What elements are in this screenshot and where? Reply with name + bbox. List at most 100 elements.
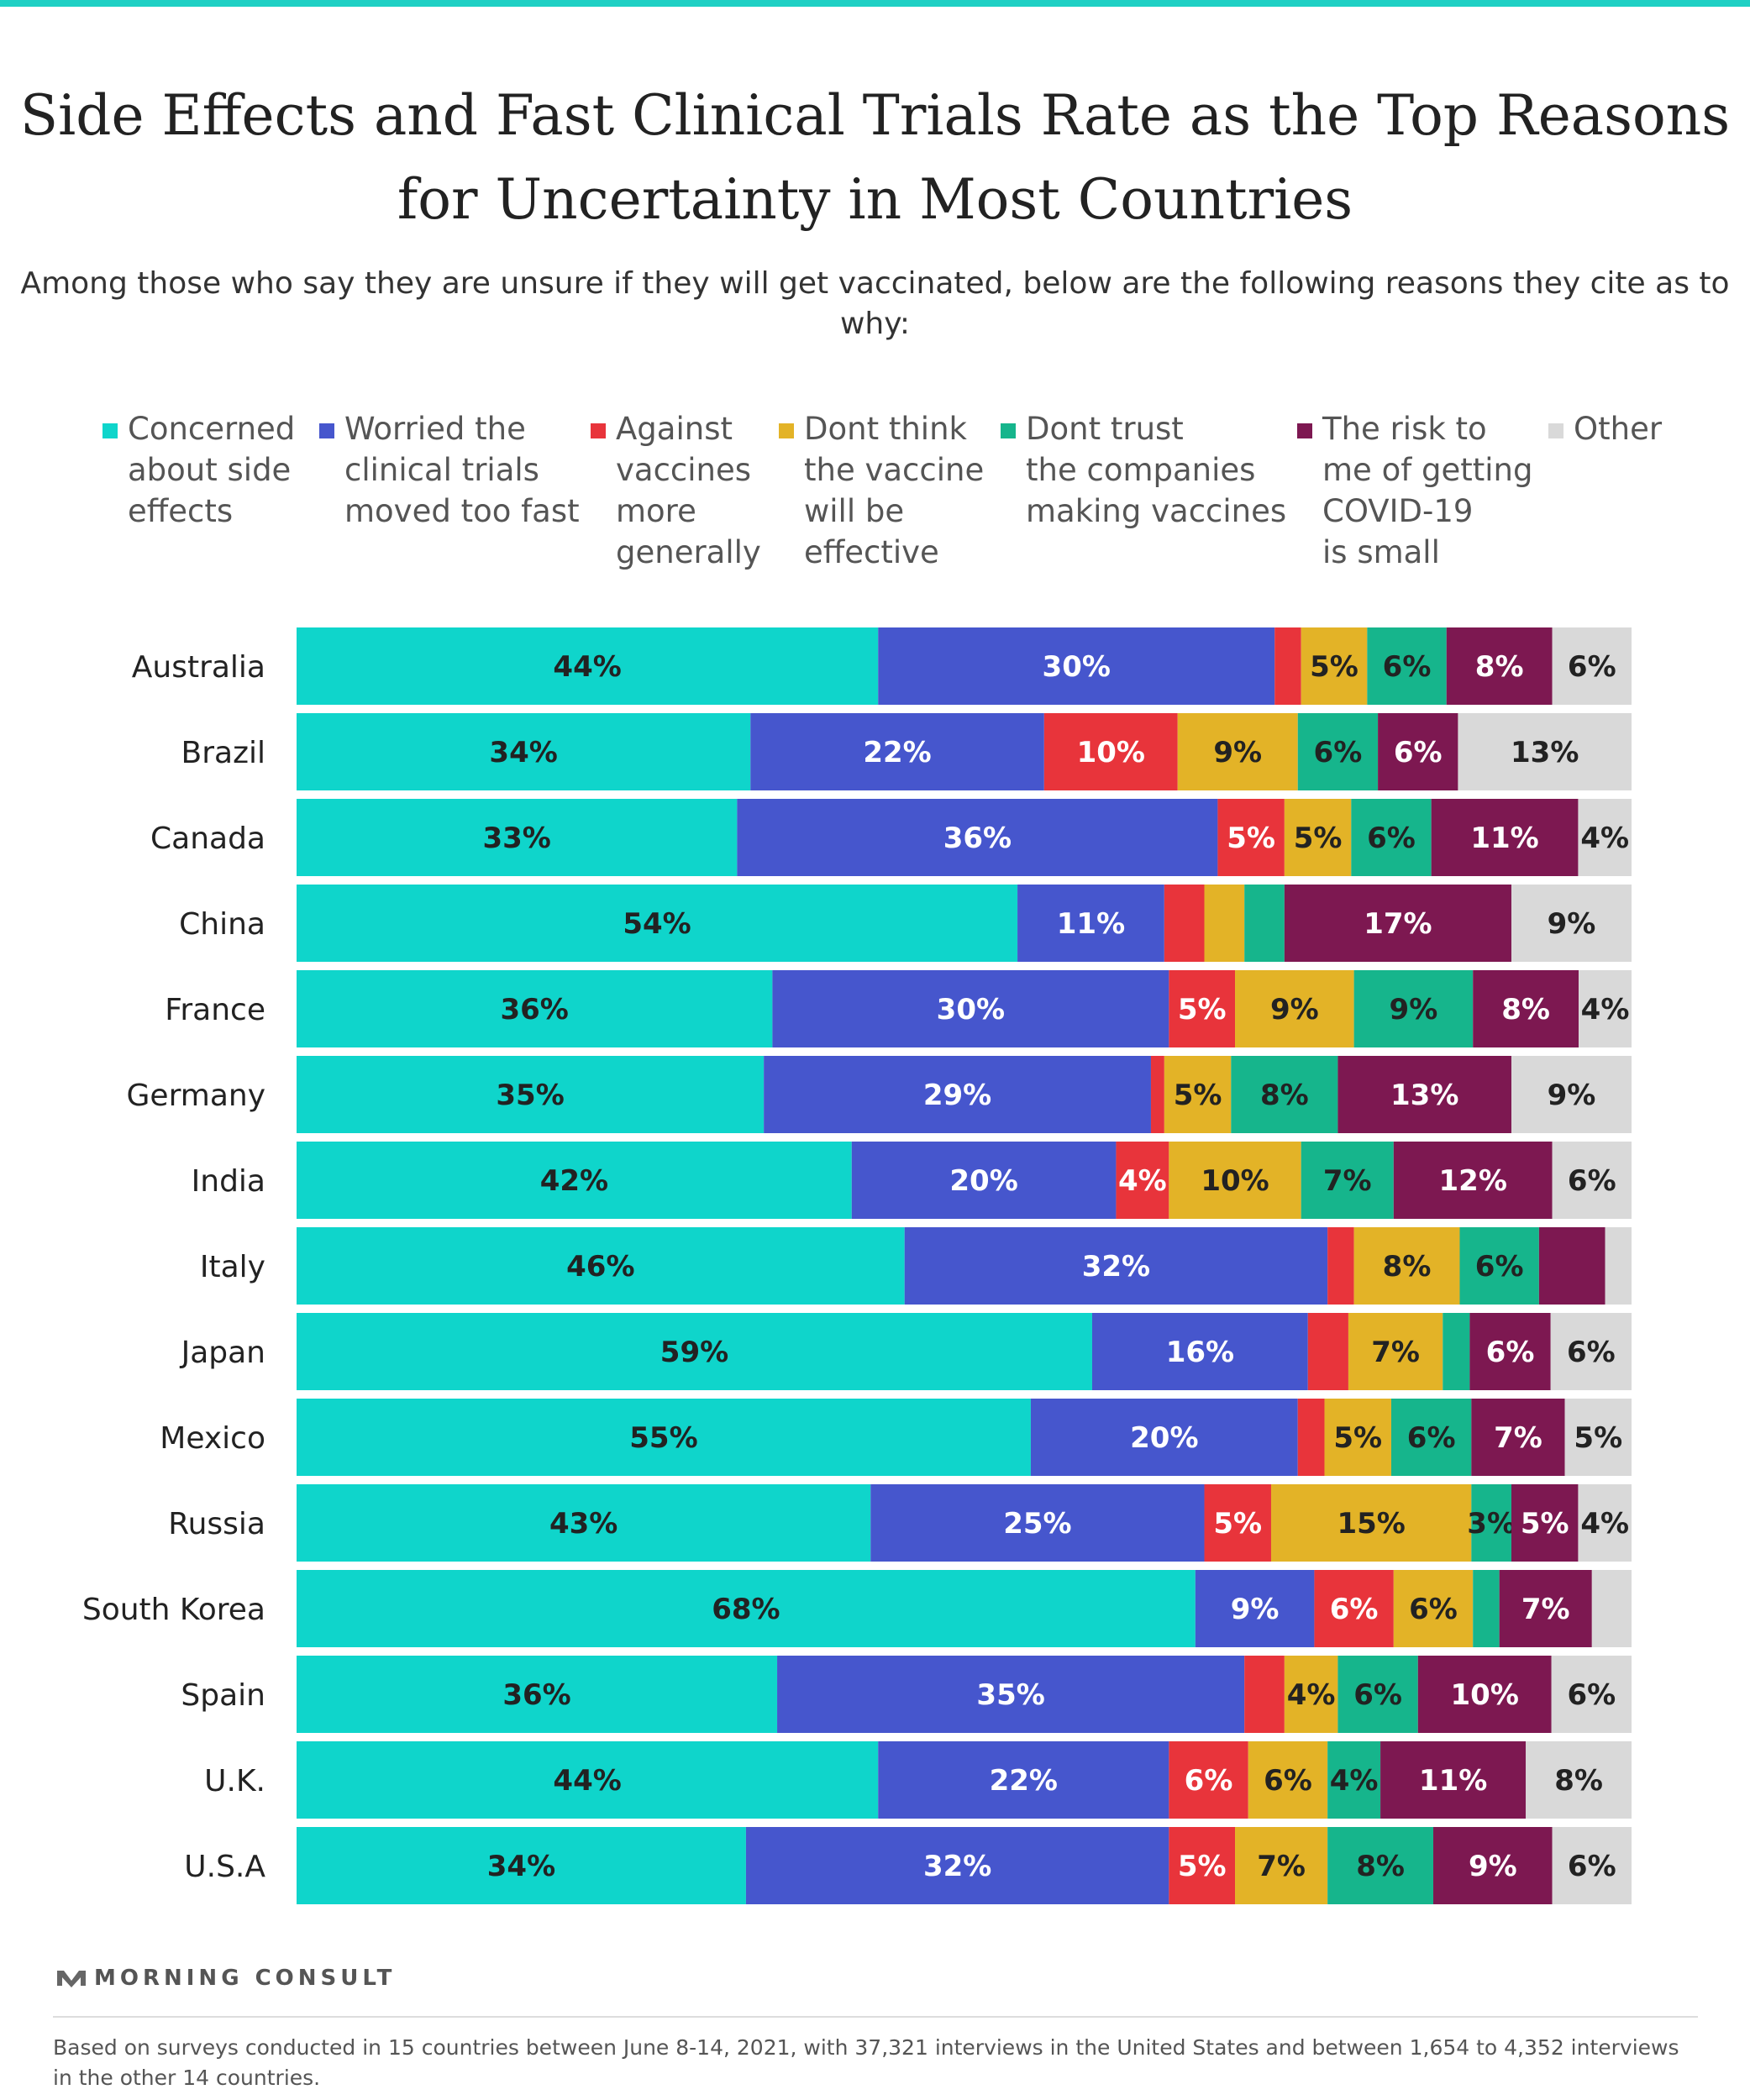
data-label: 6% <box>1486 1336 1535 1369</box>
data-label: 5% <box>1574 1421 1622 1455</box>
bar-segment <box>1231 1056 1338 1133</box>
bar-segment <box>1217 799 1285 876</box>
bar-row: France 36% 30% 5% 9% 9% 8% 4% <box>165 970 1632 1047</box>
data-label: 22% <box>990 1764 1058 1798</box>
data-label: 36% <box>943 822 1012 855</box>
data-label: 42% <box>540 1164 608 1198</box>
bar-segment <box>1169 1827 1236 1904</box>
legend-swatch <box>1001 423 1016 438</box>
data-label: 29% <box>923 1079 991 1112</box>
data-label: 9% <box>1548 1079 1596 1112</box>
data-label: 20% <box>949 1164 1017 1198</box>
data-label: 10% <box>1201 1164 1269 1198</box>
data-label: 35% <box>496 1079 564 1112</box>
data-label: 13% <box>1511 736 1579 769</box>
data-label: 11% <box>1057 907 1125 941</box>
bar-segment <box>1511 1484 1579 1562</box>
bar-segment <box>297 1484 871 1562</box>
category-label: Italy <box>200 1250 265 1284</box>
bar-segment <box>1511 885 1632 962</box>
bar-segment <box>1177 713 1298 790</box>
data-label: 9% <box>1390 993 1438 1026</box>
bar-segment <box>1552 1142 1632 1219</box>
data-label: 9% <box>1231 1593 1280 1626</box>
bar-segment <box>851 1142 1117 1219</box>
data-label: 5% <box>1178 993 1227 1026</box>
bar-segment <box>1284 799 1352 876</box>
data-label: 8% <box>1260 1079 1309 1112</box>
stacked-bar-chart: Australia 44% 30% 5% 6% 8% 6% Brazil 34% 22% 10% 9%… <box>82 627 1632 1904</box>
data-label: 4% <box>1330 1764 1379 1798</box>
bar-segment <box>1327 1827 1434 1904</box>
category-label: U.K. <box>204 1764 265 1798</box>
bar-segment <box>297 713 751 790</box>
data-label: 59% <box>660 1336 728 1369</box>
bar-segment <box>1579 970 1632 1047</box>
data-label: 5% <box>1294 822 1343 855</box>
bar-segment <box>1469 1313 1551 1390</box>
data-label: 5% <box>1178 1850 1227 1883</box>
data-label: 5% <box>1333 1421 1382 1455</box>
bar-segment <box>1030 1399 1298 1476</box>
bar-segment <box>297 1827 746 1904</box>
bar-segment <box>1301 1142 1394 1219</box>
bar-segment <box>297 627 879 705</box>
bar-segment <box>1307 1313 1348 1390</box>
data-label: 43% <box>549 1507 617 1541</box>
bar-segment <box>1235 1827 1328 1904</box>
data-label: 36% <box>500 993 568 1026</box>
category-label: Japan <box>180 1336 265 1370</box>
bar-segment <box>1169 1741 1248 1819</box>
data-label: 6% <box>1409 1593 1458 1626</box>
top-accent-bar <box>0 0 1750 7</box>
bar-segment <box>1284 1656 1338 1733</box>
data-label: 7% <box>1521 1593 1570 1626</box>
data-label: 8% <box>1554 1764 1603 1798</box>
bar-segment <box>1551 1656 1632 1733</box>
data-label: 36% <box>502 1678 570 1712</box>
bar-segment <box>1327 1741 1381 1819</box>
data-label: 32% <box>923 1850 991 1883</box>
bar-segment <box>297 1399 1031 1476</box>
bar-segment <box>777 1656 1245 1733</box>
legend-item: The risk to me of getting COVID-19 is sm… <box>1297 408 1532 573</box>
bar-segment <box>870 1484 1205 1562</box>
bar-segment <box>1473 1570 1500 1647</box>
data-label: 46% <box>566 1250 634 1284</box>
data-label: 6% <box>1394 736 1443 769</box>
data-label: 16% <box>1166 1336 1234 1369</box>
bar-segment <box>1314 1570 1394 1647</box>
legend-item: Dont think the vaccine will be effective <box>779 408 984 573</box>
bar-segment <box>1605 1227 1632 1305</box>
bar-segment <box>297 885 1018 962</box>
bar-segment <box>1017 885 1164 962</box>
legend-item: Dont trust the companies making vaccines <box>1001 408 1286 532</box>
bar-segment <box>1235 970 1354 1047</box>
data-label: 6% <box>1568 650 1616 684</box>
category-label: Canada <box>150 822 265 856</box>
footnote: Based on surveys conducted in 15 countri… <box>53 2035 1679 2090</box>
data-label: 6% <box>1568 1164 1616 1198</box>
data-label: 4% <box>1580 822 1629 855</box>
bar-segment <box>297 1656 778 1733</box>
bar-segment <box>1552 1827 1632 1904</box>
data-label: 30% <box>937 993 1005 1026</box>
data-label: 6% <box>1367 822 1416 855</box>
bar-segment <box>1431 799 1579 876</box>
legend-label: Against vaccines more generally <box>616 411 761 570</box>
bar-segment <box>297 1056 765 1133</box>
category-label: Spain <box>181 1678 265 1713</box>
bar-segment <box>1274 627 1301 705</box>
footer-divider <box>53 2016 1698 2018</box>
chart-subtitle: Among those who say they are unsure if t… <box>20 266 1730 341</box>
data-label: 6% <box>1353 1678 1402 1712</box>
bar-segment <box>1390 1399 1472 1476</box>
bar-row: China 54% 11% 17% 9% <box>179 885 1632 962</box>
bar-segment <box>745 1827 1169 1904</box>
data-label: 25% <box>1003 1507 1071 1541</box>
bar-segment <box>1578 799 1632 876</box>
data-label: 11% <box>1470 822 1538 855</box>
data-label: 6% <box>1567 1678 1616 1712</box>
bar-segment <box>1150 1056 1164 1133</box>
category-label: Russia <box>168 1507 265 1541</box>
